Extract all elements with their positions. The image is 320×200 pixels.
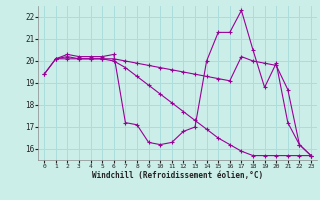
- X-axis label: Windchill (Refroidissement éolien,°C): Windchill (Refroidissement éolien,°C): [92, 171, 263, 180]
